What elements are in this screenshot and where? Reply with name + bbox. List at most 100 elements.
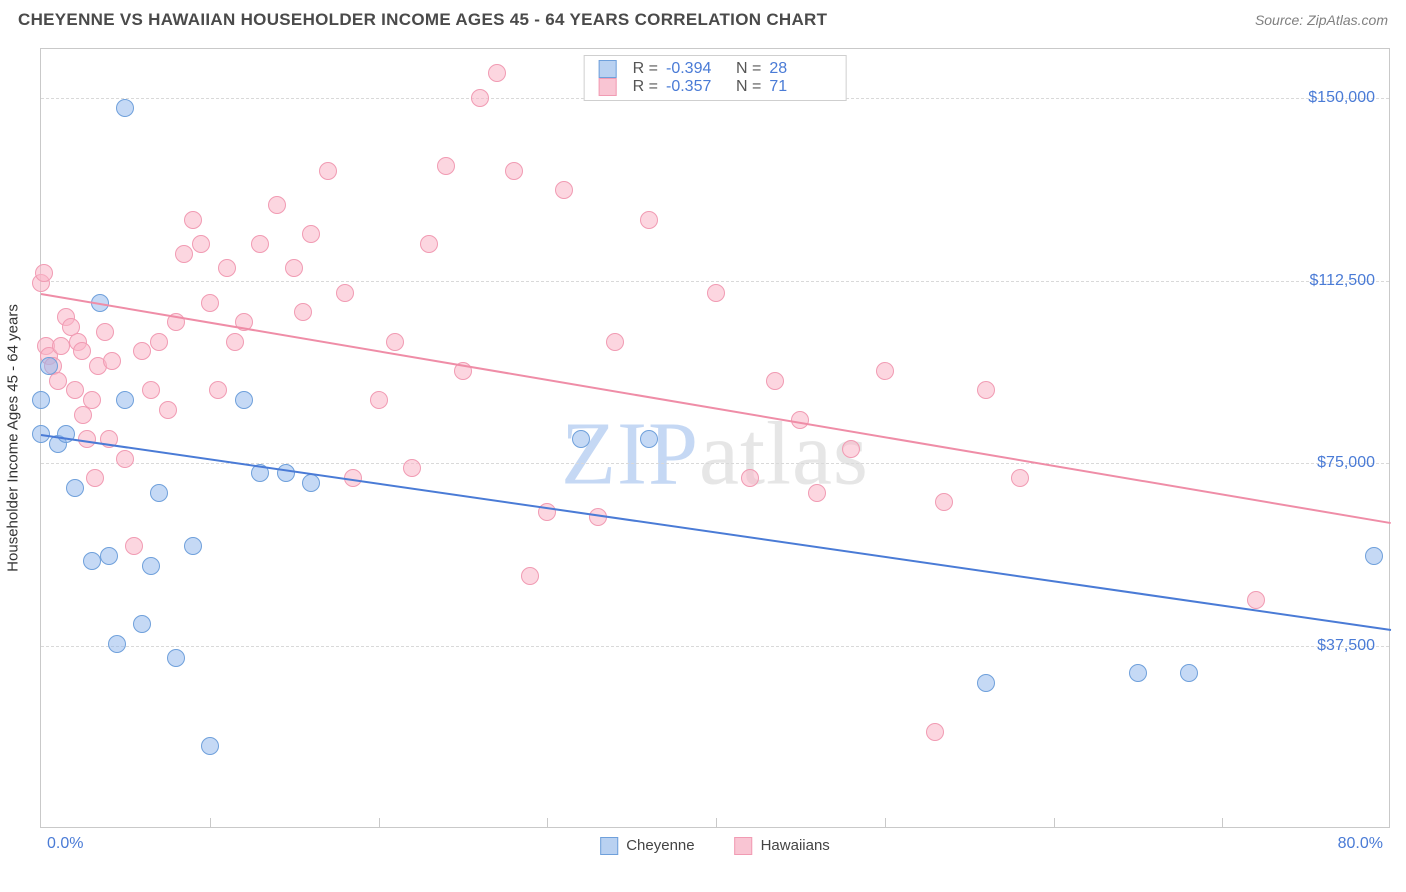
data-point: [133, 342, 151, 360]
data-point: [370, 391, 388, 409]
stats-row-hawaiians: R = -0.357 N = 71: [599, 78, 832, 96]
data-point: [606, 333, 624, 351]
stats-row-cheyenne: R = -0.394 N = 28: [599, 60, 832, 78]
source-label: Source: ZipAtlas.com: [1255, 12, 1388, 28]
x-axis-min: 0.0%: [47, 835, 83, 853]
data-point: [116, 450, 134, 468]
data-point: [83, 391, 101, 409]
data-point: [150, 333, 168, 351]
data-point: [876, 362, 894, 380]
data-point: [302, 474, 320, 492]
data-point: [83, 552, 101, 570]
x-axis-max: 80.0%: [1338, 835, 1383, 853]
data-point: [741, 469, 759, 487]
data-point: [488, 64, 506, 82]
data-point: [1365, 547, 1383, 565]
data-point: [268, 196, 286, 214]
data-point: [1011, 469, 1029, 487]
data-point: [791, 411, 809, 429]
data-point: [133, 615, 151, 633]
x-tick: [1054, 818, 1055, 828]
y-tick-label: $75,000: [1317, 454, 1375, 472]
y-tick-label: $150,000: [1308, 89, 1375, 107]
gridline-h: [41, 646, 1389, 647]
data-point: [437, 157, 455, 175]
x-tick: [1222, 818, 1223, 828]
data-point: [73, 342, 91, 360]
data-point: [808, 484, 826, 502]
swatch-hawaiians: [735, 837, 753, 855]
data-point: [108, 635, 126, 653]
data-point: [52, 337, 70, 355]
gridline-h: [41, 281, 1389, 282]
data-point: [40, 357, 58, 375]
data-point: [707, 284, 725, 302]
data-point: [926, 723, 944, 741]
data-point: [142, 557, 160, 575]
data-point: [218, 259, 236, 277]
data-point: [116, 391, 134, 409]
data-point: [935, 493, 953, 511]
data-point: [103, 352, 121, 370]
data-point: [251, 235, 269, 253]
x-tick: [379, 818, 380, 828]
data-point: [403, 459, 421, 477]
x-tick: [885, 818, 886, 828]
data-point: [86, 469, 104, 487]
data-point: [420, 235, 438, 253]
y-tick-label: $112,500: [1309, 272, 1375, 290]
data-point: [555, 181, 573, 199]
data-point: [100, 547, 118, 565]
legend-item-cheyenne: Cheyenne: [600, 837, 694, 855]
x-tick: [547, 818, 548, 828]
data-point: [116, 99, 134, 117]
swatch-cheyenne: [599, 60, 617, 78]
data-point: [159, 401, 177, 419]
y-axis-label: Householder Income Ages 45 - 64 years: [5, 304, 22, 572]
data-point: [226, 333, 244, 351]
data-point: [521, 567, 539, 585]
data-point: [285, 259, 303, 277]
data-point: [201, 294, 219, 312]
data-point: [842, 440, 860, 458]
data-point: [1247, 591, 1265, 609]
data-point: [336, 284, 354, 302]
x-tick: [716, 818, 717, 828]
y-tick-label: $37,500: [1317, 637, 1375, 655]
data-point: [302, 225, 320, 243]
data-point: [505, 162, 523, 180]
x-tick: [210, 818, 211, 828]
data-point: [277, 464, 295, 482]
data-point: [471, 89, 489, 107]
series-legend: Cheyenne Hawaiians: [600, 837, 830, 855]
data-point: [125, 537, 143, 555]
data-point: [572, 430, 590, 448]
swatch-hawaiians: [599, 78, 617, 96]
data-point: [184, 537, 202, 555]
data-point: [150, 484, 168, 502]
data-point: [766, 372, 784, 390]
data-point: [977, 674, 995, 692]
correlation-chart: Householder Income Ages 45 - 64 years ZI…: [40, 48, 1390, 828]
chart-title: CHEYENNE VS HAWAIIAN HOUSEHOLDER INCOME …: [18, 10, 827, 30]
data-point: [32, 391, 50, 409]
data-point: [640, 430, 658, 448]
stats-legend: R = -0.394 N = 28 R = -0.357 N = 71: [584, 55, 847, 101]
legend-item-hawaiians: Hawaiians: [735, 837, 830, 855]
data-point: [1129, 664, 1147, 682]
data-point: [66, 381, 84, 399]
data-point: [201, 737, 219, 755]
data-point: [977, 381, 995, 399]
data-point: [209, 381, 227, 399]
data-point: [175, 245, 193, 263]
data-point: [640, 211, 658, 229]
data-point: [35, 264, 53, 282]
data-point: [167, 649, 185, 667]
swatch-cheyenne: [600, 837, 618, 855]
data-point: [96, 323, 114, 341]
data-point: [66, 479, 84, 497]
chart-header: CHEYENNE VS HAWAIIAN HOUSEHOLDER INCOME …: [0, 0, 1406, 36]
data-point: [386, 333, 404, 351]
data-point: [319, 162, 337, 180]
data-point: [1180, 664, 1198, 682]
